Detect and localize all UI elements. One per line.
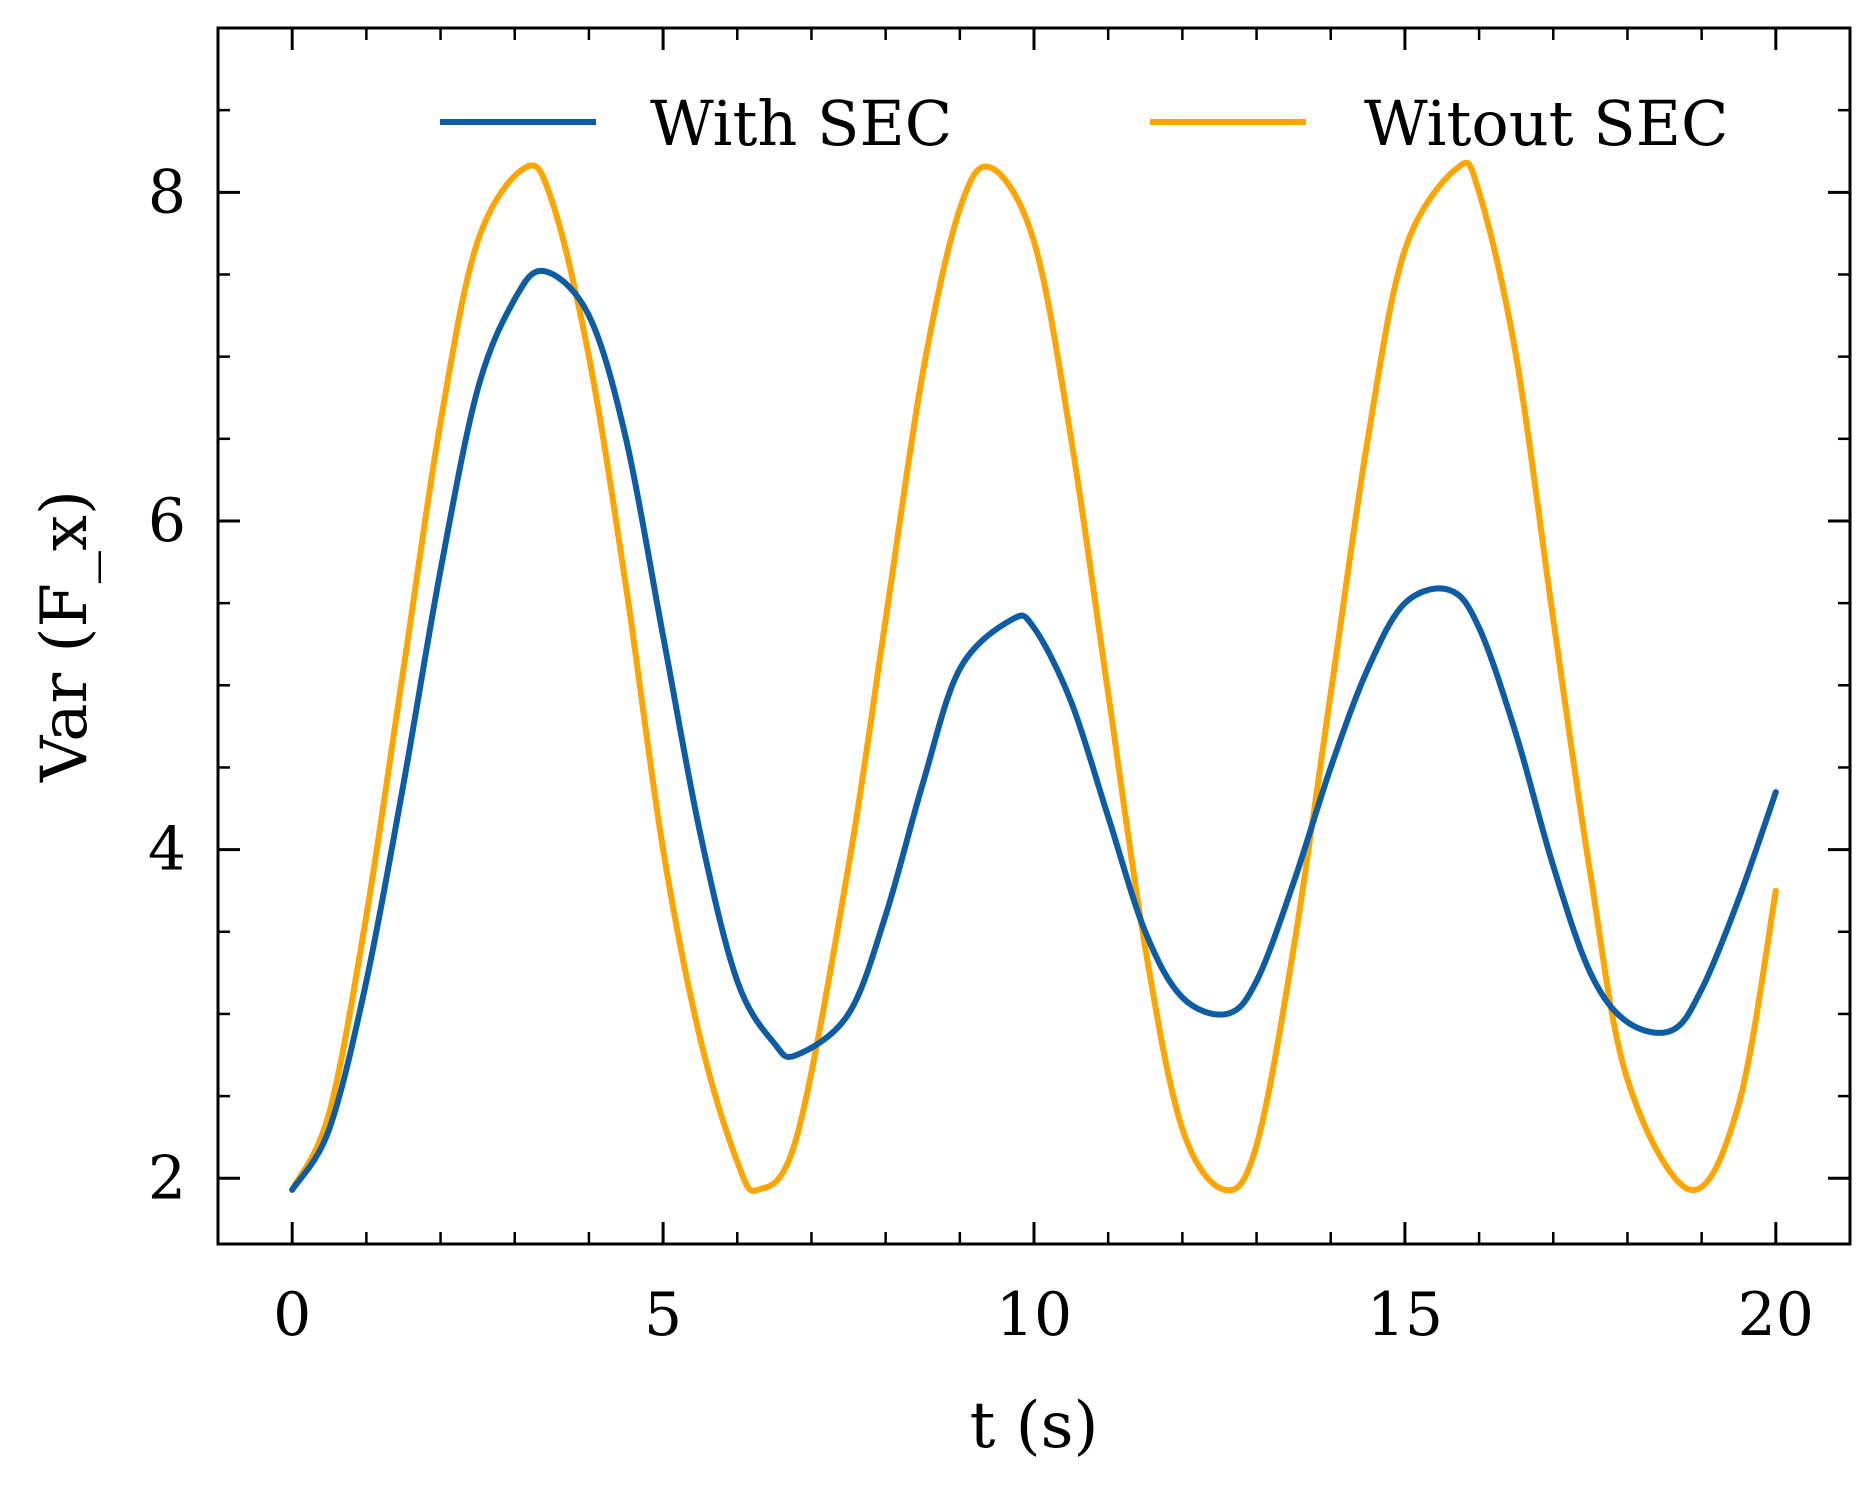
y-axis-label: Var (F_x)	[28, 490, 102, 783]
x-tick-label: 20	[1738, 1280, 1814, 1350]
legend-label-without-sec: Witout SEC	[1364, 87, 1728, 160]
legend: With SEC Witout SEC	[440, 87, 1728, 160]
minor-ticks	[216, 28, 1852, 1244]
x-axis-label: t (s)	[970, 1389, 1099, 1463]
x-tick-label: 15	[1367, 1280, 1443, 1350]
y-tick-labels: 2 4 6 8	[148, 157, 186, 1213]
major-ticks	[218, 28, 1850, 1244]
y-tick-label: 6	[148, 486, 186, 556]
x-tick-labels: 0 5 10 15 20	[273, 1280, 1814, 1350]
x-tick-label: 0	[273, 1280, 311, 1350]
plot-frame	[216, 26, 1852, 1246]
y-tick-label: 8	[148, 157, 186, 227]
x-tick-label: 10	[996, 1280, 1072, 1350]
series-line-witout-sec	[289, 159, 1779, 1194]
y-tick-label: 4	[148, 815, 186, 885]
legend-label-with-sec: With SEC	[650, 87, 952, 160]
series-lines	[289, 159, 1779, 1194]
y-tick-label: 2	[148, 1143, 186, 1213]
series-line-with-sec	[289, 267, 1779, 1193]
x-tick-label: 5	[644, 1280, 682, 1350]
